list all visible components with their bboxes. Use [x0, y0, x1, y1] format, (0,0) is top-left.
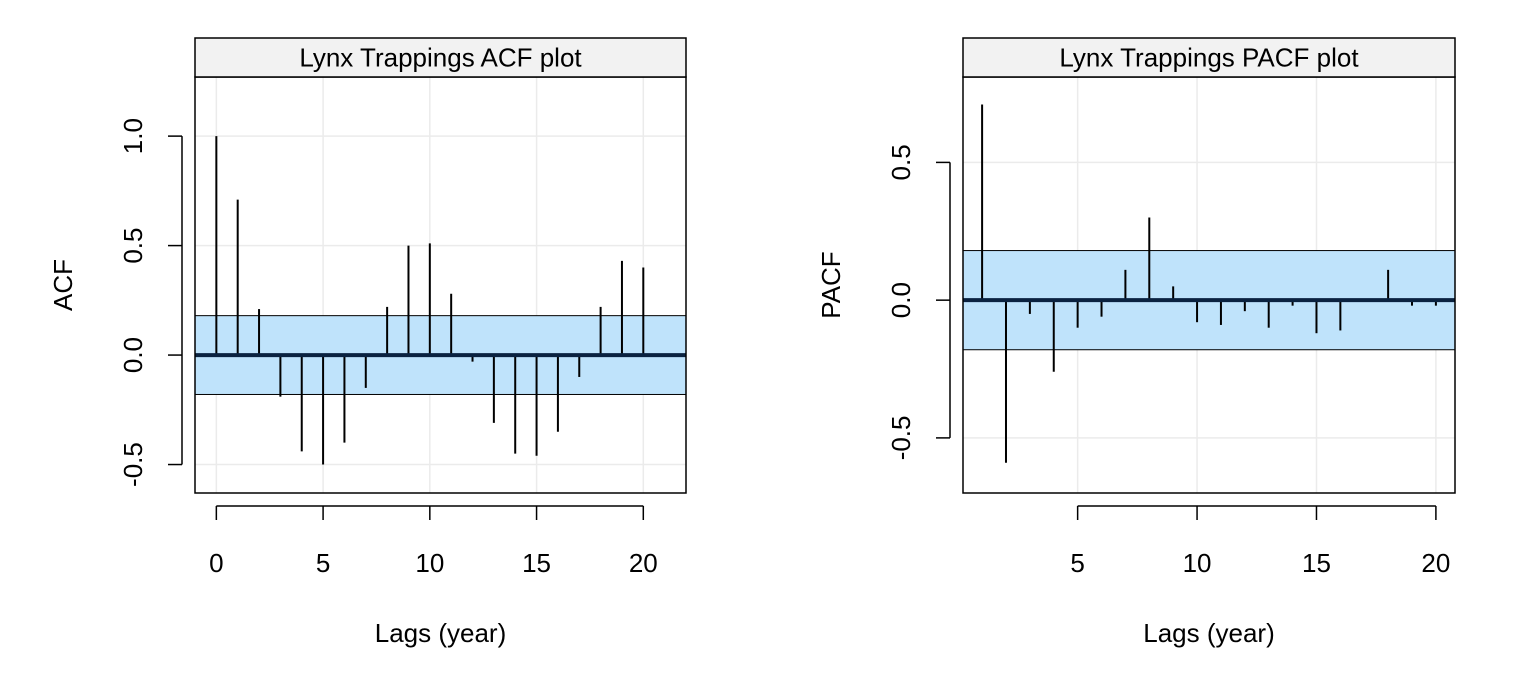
plot-frame [194, 76, 687, 494]
title-strip [962, 37, 1456, 78]
x-tick-label: 5 [1070, 548, 1084, 578]
x-tick-label: 20 [629, 548, 658, 578]
x-tick-label: 15 [1302, 548, 1331, 578]
y-tick-label: 0.5 [886, 144, 916, 180]
x-tick-label: 5 [316, 548, 330, 578]
y-tick-label: 0.5 [118, 228, 148, 264]
y-tick-label: 0.0 [118, 337, 148, 373]
y-tick-label: -0.5 [118, 442, 148, 487]
x-tick-label: 20 [1421, 548, 1450, 578]
y-tick-label: 1.0 [118, 118, 148, 154]
x-tick-label: 10 [1183, 548, 1212, 578]
chart-title: Lynx Trappings ACF plot [299, 43, 582, 73]
chart-panel-2: Lynx Trappings PACF plot 5 10 15 20 Lags (yea… [816, 37, 1456, 648]
chart-panel-1: Lynx Trappings ACF plot 0 5 10 15 20 Lags (yea… [48, 37, 687, 648]
x-axis-label: Lags (year) [375, 618, 507, 648]
title-strip [194, 37, 687, 78]
x-tick-label: 10 [415, 548, 444, 578]
x-tick-label: 15 [522, 548, 551, 578]
y-tick-label: 0.0 [886, 282, 916, 318]
chart-title: Lynx Trappings PACF plot [1059, 43, 1359, 73]
y-axis-label: ACF [48, 259, 78, 311]
x-axis-label: Lags (year) [1143, 618, 1275, 648]
y-axis-label: PACF [816, 251, 846, 318]
x-tick-label: 0 [209, 548, 223, 578]
y-tick-label: -0.5 [886, 415, 916, 460]
